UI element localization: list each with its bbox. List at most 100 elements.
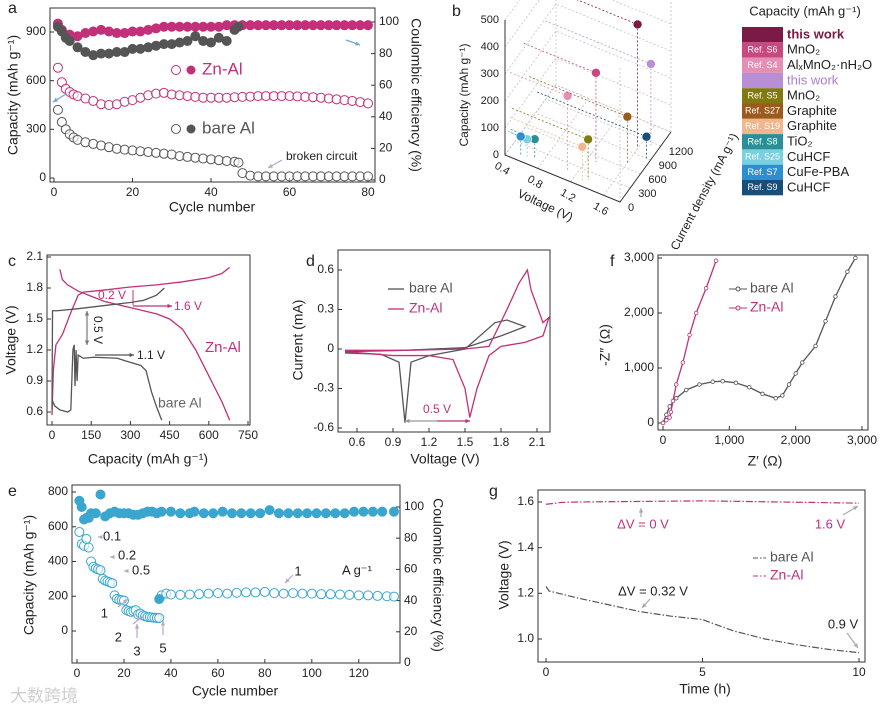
data-point <box>670 398 676 404</box>
z-tick-label: 200 <box>481 95 499 107</box>
y2-tick-label: 40 <box>379 109 393 123</box>
legend-label: this work <box>787 72 839 87</box>
data-point <box>316 589 327 600</box>
drop-line <box>508 116 583 148</box>
arrow-head <box>129 352 134 358</box>
legend-label: this work <box>787 26 845 41</box>
y-tick-label: 400 <box>48 554 68 568</box>
legend-label: MnO₂ <box>787 88 820 103</box>
data-sphere <box>641 131 652 142</box>
y-tick-label: 600 <box>26 73 46 87</box>
legend-marker <box>735 305 741 311</box>
legend-swatch <box>742 164 783 180</box>
panel-a: 0 20 40 60 80 0 300 600 900 0 20 40 60 80 100 Zn-Al bare… <box>26 7 399 199</box>
panel-label: a <box>8 0 17 17</box>
arrow-head <box>638 508 644 513</box>
series-line-1 <box>662 260 717 424</box>
data-point <box>250 587 261 598</box>
watermark: 大数跨境 <box>10 686 78 705</box>
x-axis-title: Voltage (V) <box>410 451 479 467</box>
plot-frame <box>657 254 869 431</box>
x-tick-label: 5 <box>699 665 706 679</box>
right-axis-arrow-head <box>355 41 360 46</box>
data-point <box>236 508 247 519</box>
data-point <box>231 587 242 598</box>
data-point <box>154 612 165 623</box>
legend-label: Graphite <box>787 103 837 118</box>
arrow-head <box>285 578 290 583</box>
plot-frame <box>537 489 866 663</box>
x-tick-label: 2,000 <box>781 433 811 447</box>
data-point <box>233 157 244 168</box>
data-point <box>320 508 331 519</box>
data-point <box>182 35 193 46</box>
data-point <box>206 37 216 48</box>
arrow-head <box>853 506 858 511</box>
x-tick-label: 0 <box>51 185 58 199</box>
legend-label: CuHCF <box>787 179 830 194</box>
grid-line <box>525 126 641 175</box>
legend-swatch <box>742 88 783 104</box>
data-point <box>760 391 765 397</box>
legend-entry: Zn-Al <box>750 299 783 315</box>
data-point <box>241 587 252 598</box>
arrow-head <box>124 568 129 574</box>
annotation-1-1v: 1.1 V <box>137 348 165 362</box>
grid-line <box>504 84 557 156</box>
data-point <box>306 588 317 599</box>
x-tick-label: 20 <box>117 666 131 680</box>
x-axis-title: Cycle number <box>169 199 256 215</box>
data-point <box>353 590 364 601</box>
data-point <box>81 533 92 544</box>
arrow-head <box>138 616 143 621</box>
data-point <box>208 508 219 519</box>
data-point <box>786 382 792 387</box>
series-line-0 <box>545 500 860 505</box>
y2-tick-label: 100 <box>379 14 399 28</box>
y2-tick-label: 60 <box>404 562 418 576</box>
grid-line <box>504 0 672 48</box>
y-tick-label: 1.8 <box>26 280 43 294</box>
legend-bare-al: bare Al <box>770 549 814 565</box>
data-point <box>674 396 679 401</box>
x-tick-label: 80 <box>258 666 272 680</box>
rate-label: 3 <box>133 643 140 658</box>
y-tick-label: 300 <box>638 188 656 200</box>
y-tick-label: 0 <box>327 341 334 355</box>
data-point <box>713 258 719 263</box>
z-tick-label: 0 <box>493 149 499 161</box>
annotation-0-5v: 0.5 V <box>423 402 451 416</box>
data-point <box>845 269 850 274</box>
data-point <box>107 578 118 589</box>
x-tick-label: 300 <box>120 428 140 442</box>
z-tick-label: 500 <box>481 14 499 26</box>
label-zn-al: Zn-Al <box>205 339 241 356</box>
y-tick-label: 200 <box>48 588 68 602</box>
data-point <box>793 371 798 376</box>
x-tick-label: 40 <box>164 666 178 680</box>
y-tick-label: 1.0 <box>517 631 534 645</box>
data-point <box>264 505 275 516</box>
plot-frame <box>49 7 376 183</box>
data-point <box>52 62 63 73</box>
x-tick-label: 120 <box>349 666 369 680</box>
legend-label: CuHCF <box>787 149 830 164</box>
data-point <box>667 404 672 409</box>
z-axis-title: Capacity (mAh g⁻¹) <box>457 43 471 146</box>
data-point <box>203 588 214 599</box>
data-point <box>363 20 373 31</box>
drop-line <box>528 76 628 118</box>
y2-tick-label: 60 <box>379 77 393 91</box>
x-tick-label: 0.9 <box>385 435 402 449</box>
x-axis-title: Cycle number <box>192 683 279 699</box>
grid-line <box>545 98 661 147</box>
data-point <box>292 508 303 519</box>
legend-marker <box>735 286 741 292</box>
y-tick-label: 0 <box>628 202 634 214</box>
legend-ref: Ref. S4 <box>747 60 777 70</box>
legend-zn-al: Zn-Al <box>770 567 803 583</box>
legend-swatch <box>742 27 783 43</box>
legend-label: MnO₂ <box>787 42 820 57</box>
y-tick-label: 300 <box>26 122 46 136</box>
